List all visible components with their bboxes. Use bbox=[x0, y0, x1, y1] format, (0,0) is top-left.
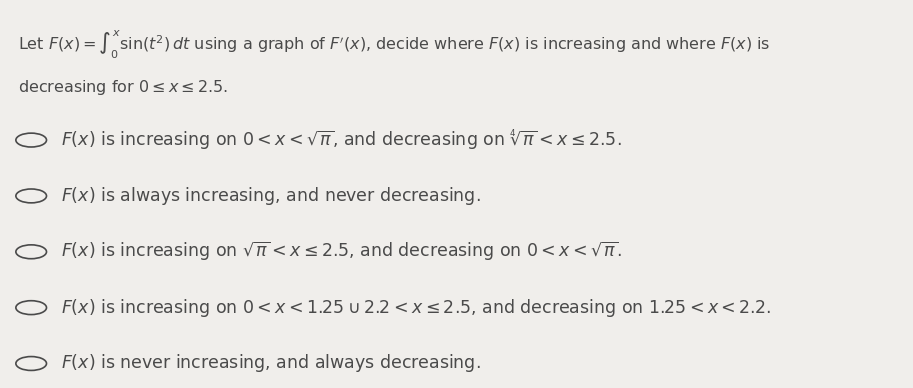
Text: $F(x)$ is increasing on $\sqrt{\pi} < x \leq 2.5$, and decreasing on $0 < x < \s: $F(x)$ is increasing on $\sqrt{\pi} < x … bbox=[61, 240, 622, 263]
Text: $F(x)$ is always increasing, and never decreasing.: $F(x)$ is always increasing, and never d… bbox=[61, 185, 480, 207]
Text: $F(x)$ is never increasing, and always decreasing.: $F(x)$ is never increasing, and always d… bbox=[61, 352, 480, 374]
Text: decreasing for $0 \leq x \leq 2.5$.: decreasing for $0 \leq x \leq 2.5$. bbox=[18, 78, 228, 97]
Text: $F(x)$ is increasing on $0 < x < 1.25 \cup 2.2 < x \leq 2.5$, and decreasing on : $F(x)$ is increasing on $0 < x < 1.25 \c… bbox=[61, 297, 771, 319]
Text: $F(x)$ is increasing on $0 < x < \sqrt{\pi}$, and decreasing on $\sqrt[4]{\pi} <: $F(x)$ is increasing on $0 < x < \sqrt{\… bbox=[61, 128, 622, 152]
Text: Let $F(x) = \int_0^{x} \sin(t^2)\,dt$ using a graph of $F^{\prime}(x)$, decide w: Let $F(x) = \int_0^{x} \sin(t^2)\,dt$ us… bbox=[18, 28, 771, 61]
